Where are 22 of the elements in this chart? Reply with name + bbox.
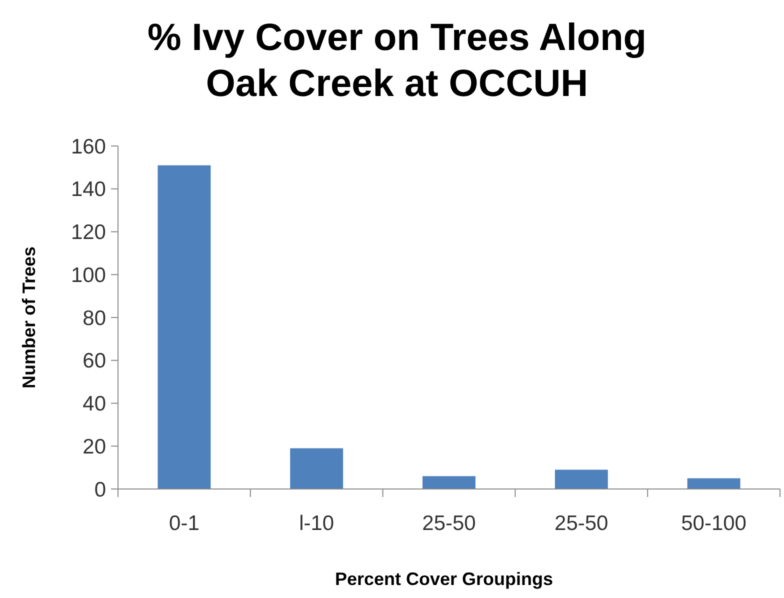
x-tick-label: 25-50 <box>422 512 476 535</box>
x-tick-label: 25-50 <box>554 512 608 535</box>
x-tick-label: l-10 <box>299 512 334 535</box>
bar <box>687 478 740 489</box>
x-axis-title: Percent Cover Groupings <box>334 569 554 589</box>
y-tick-label: 140 <box>70 178 106 202</box>
y-tick-label: 120 <box>70 221 106 244</box>
x-tick-label: 0-1 <box>169 512 200 535</box>
bar <box>554 470 608 489</box>
chart-title: % Ivy Cover on Trees Along Oak Creek at OCCUH <box>147 17 647 105</box>
y-tick-label: 40 <box>82 392 106 416</box>
bar <box>158 165 211 489</box>
y-tick-label: 0 <box>94 478 106 502</box>
bar <box>290 448 344 489</box>
bar <box>422 476 476 489</box>
y-tick-label: 20 <box>82 435 106 458</box>
x-tick-label: 50-100 <box>681 512 746 535</box>
y-tick-label: 100 <box>70 264 106 287</box>
y-tick-label: 60 <box>82 350 106 373</box>
y-tick-label: 160 <box>70 135 106 158</box>
y-axis-title: Number of Trees <box>19 246 39 389</box>
y-tick-label: 80 <box>82 306 106 330</box>
